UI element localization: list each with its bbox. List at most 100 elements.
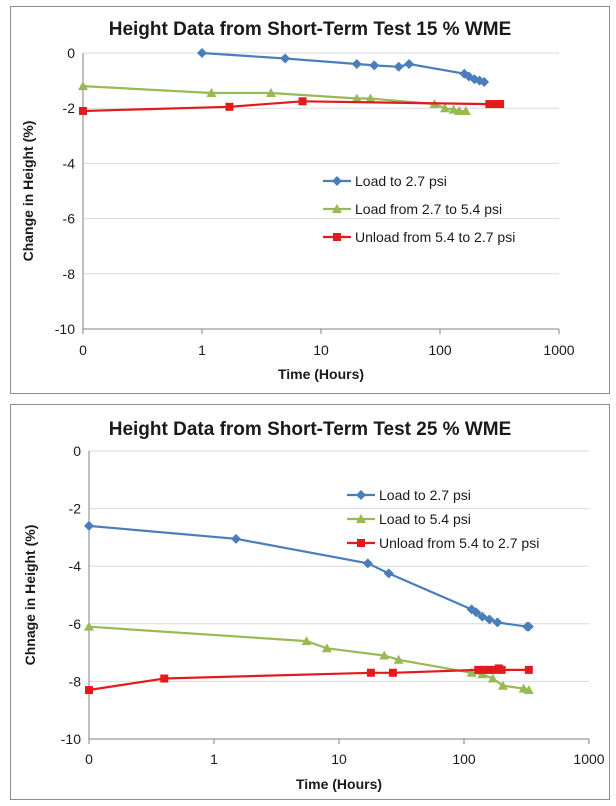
y-tick-label: -10: [55, 321, 75, 337]
legend-label: Unload from 5.4 to 2.7 psi: [355, 229, 515, 245]
data-point: [439, 103, 450, 113]
data-point: [393, 61, 404, 72]
legend-label: Load to 2.7 psi: [355, 173, 447, 189]
legend-marker: [333, 233, 341, 241]
data-point: [78, 81, 88, 91]
data-point: [85, 686, 93, 695]
data-point: [523, 685, 534, 695]
data-point: [225, 102, 234, 111]
legend-marker: [356, 514, 366, 523]
series-2: [78, 81, 471, 115]
data-point: [366, 668, 375, 677]
series-2: [84, 621, 534, 695]
x-tick-label: 1: [210, 751, 218, 767]
data-point: [231, 533, 242, 544]
y-tick-label: -2: [69, 501, 82, 517]
legend-marker: [332, 204, 342, 213]
y-tick-label: -4: [63, 155, 76, 171]
data-point: [484, 614, 495, 625]
data-point: [487, 673, 498, 683]
data-point: [301, 636, 312, 646]
x-axis-label: Time (Hours): [296, 776, 382, 792]
data-point: [388, 668, 397, 677]
data-point: [497, 680, 508, 690]
data-point: [485, 100, 494, 109]
data-point: [393, 654, 404, 664]
series-1: [84, 520, 534, 632]
x-tick-label: 100: [452, 751, 476, 767]
data-point: [524, 665, 533, 674]
y-tick-label: 0: [67, 45, 75, 61]
y-tick-label: -4: [69, 558, 82, 574]
legend-marker: [356, 490, 366, 500]
y-tick-label: 0: [73, 443, 81, 459]
chart-15-wme: Height Data from Short-Term Test 15 % WM…: [20, 19, 575, 382]
y-tick-label: -6: [69, 616, 82, 632]
data-point: [84, 621, 94, 631]
data-point: [523, 621, 534, 632]
data-point: [362, 558, 373, 569]
x-tick-label: 10: [313, 342, 329, 358]
data-point: [404, 59, 415, 70]
chart-title: Height Data from Short-Term Test 25 % WM…: [109, 419, 512, 440]
y-tick-label: -8: [69, 673, 82, 689]
data-point: [497, 665, 506, 674]
data-point: [466, 604, 477, 615]
data-point: [197, 48, 207, 58]
data-point: [379, 650, 390, 660]
data-point: [454, 105, 465, 115]
x-tick-label: 0: [85, 751, 93, 767]
y-tick-label: -8: [63, 266, 76, 282]
y-tick-label: -10: [61, 731, 81, 747]
series-3: [85, 664, 533, 695]
y-axis-label: Change in Height (%): [20, 121, 36, 262]
series-line: [201, 51, 485, 84]
data-point: [485, 665, 494, 674]
data-point: [448, 104, 459, 114]
x-tick-label: 0: [79, 342, 87, 358]
chart-25-wme: Height Data from Short-Term Test 25 % WM…: [22, 419, 605, 792]
data-point: [206, 88, 217, 98]
x-tick-label: 10: [331, 751, 347, 767]
series-line: [82, 85, 466, 113]
x-axis-label: Time (Hours): [278, 366, 364, 382]
data-point: [383, 568, 394, 579]
chart-panel-15-wme: Height Data from Short-Term Test 15 % WM…: [10, 6, 610, 394]
legend-marker: [357, 539, 365, 547]
x-tick-label: 1000: [543, 342, 574, 358]
legend-label: Unload from 5.4 to 2.7 psi: [379, 535, 539, 551]
data-point: [460, 105, 471, 115]
series-1: [197, 48, 490, 87]
y-axis-label: Chnage in Height (%): [22, 525, 38, 666]
data-point: [351, 59, 362, 70]
data-point: [492, 617, 503, 628]
data-point: [84, 520, 94, 531]
data-point: [321, 643, 332, 653]
data-point: [79, 106, 87, 115]
data-point: [160, 674, 169, 683]
data-point: [471, 607, 482, 618]
data-point: [479, 76, 490, 87]
legend-label: Load from 2.7 to 5.4 psi: [355, 201, 502, 217]
legend: Load to 2.7 psi Load from 2.7 to 5.4 psi U…: [323, 173, 515, 245]
data-point: [466, 667, 477, 677]
data-point: [351, 93, 362, 103]
data-point: [490, 665, 499, 674]
x-tick-label: 1: [198, 342, 206, 358]
legend-label: Load to 5.4 psi: [379, 511, 471, 527]
data-point: [477, 611, 488, 622]
chart-panel-25-wme: Height Data from Short-Term Test 25 % WM…: [10, 404, 610, 800]
series-3: [79, 97, 505, 115]
legend-marker: [332, 176, 342, 186]
y-tick-label: -6: [63, 211, 76, 227]
legend: Load to 2.7 psi Load to 5.4 psi Unload fro…: [347, 487, 539, 551]
data-point: [265, 88, 276, 98]
x-tick-label: 1000: [573, 751, 604, 767]
data-point: [365, 93, 376, 103]
y-tick-label: -2: [63, 100, 76, 116]
data-point: [280, 53, 291, 64]
data-point: [496, 100, 505, 109]
data-point: [298, 97, 307, 106]
legend-label: Load to 2.7 psi: [379, 487, 471, 503]
data-point: [474, 665, 483, 674]
